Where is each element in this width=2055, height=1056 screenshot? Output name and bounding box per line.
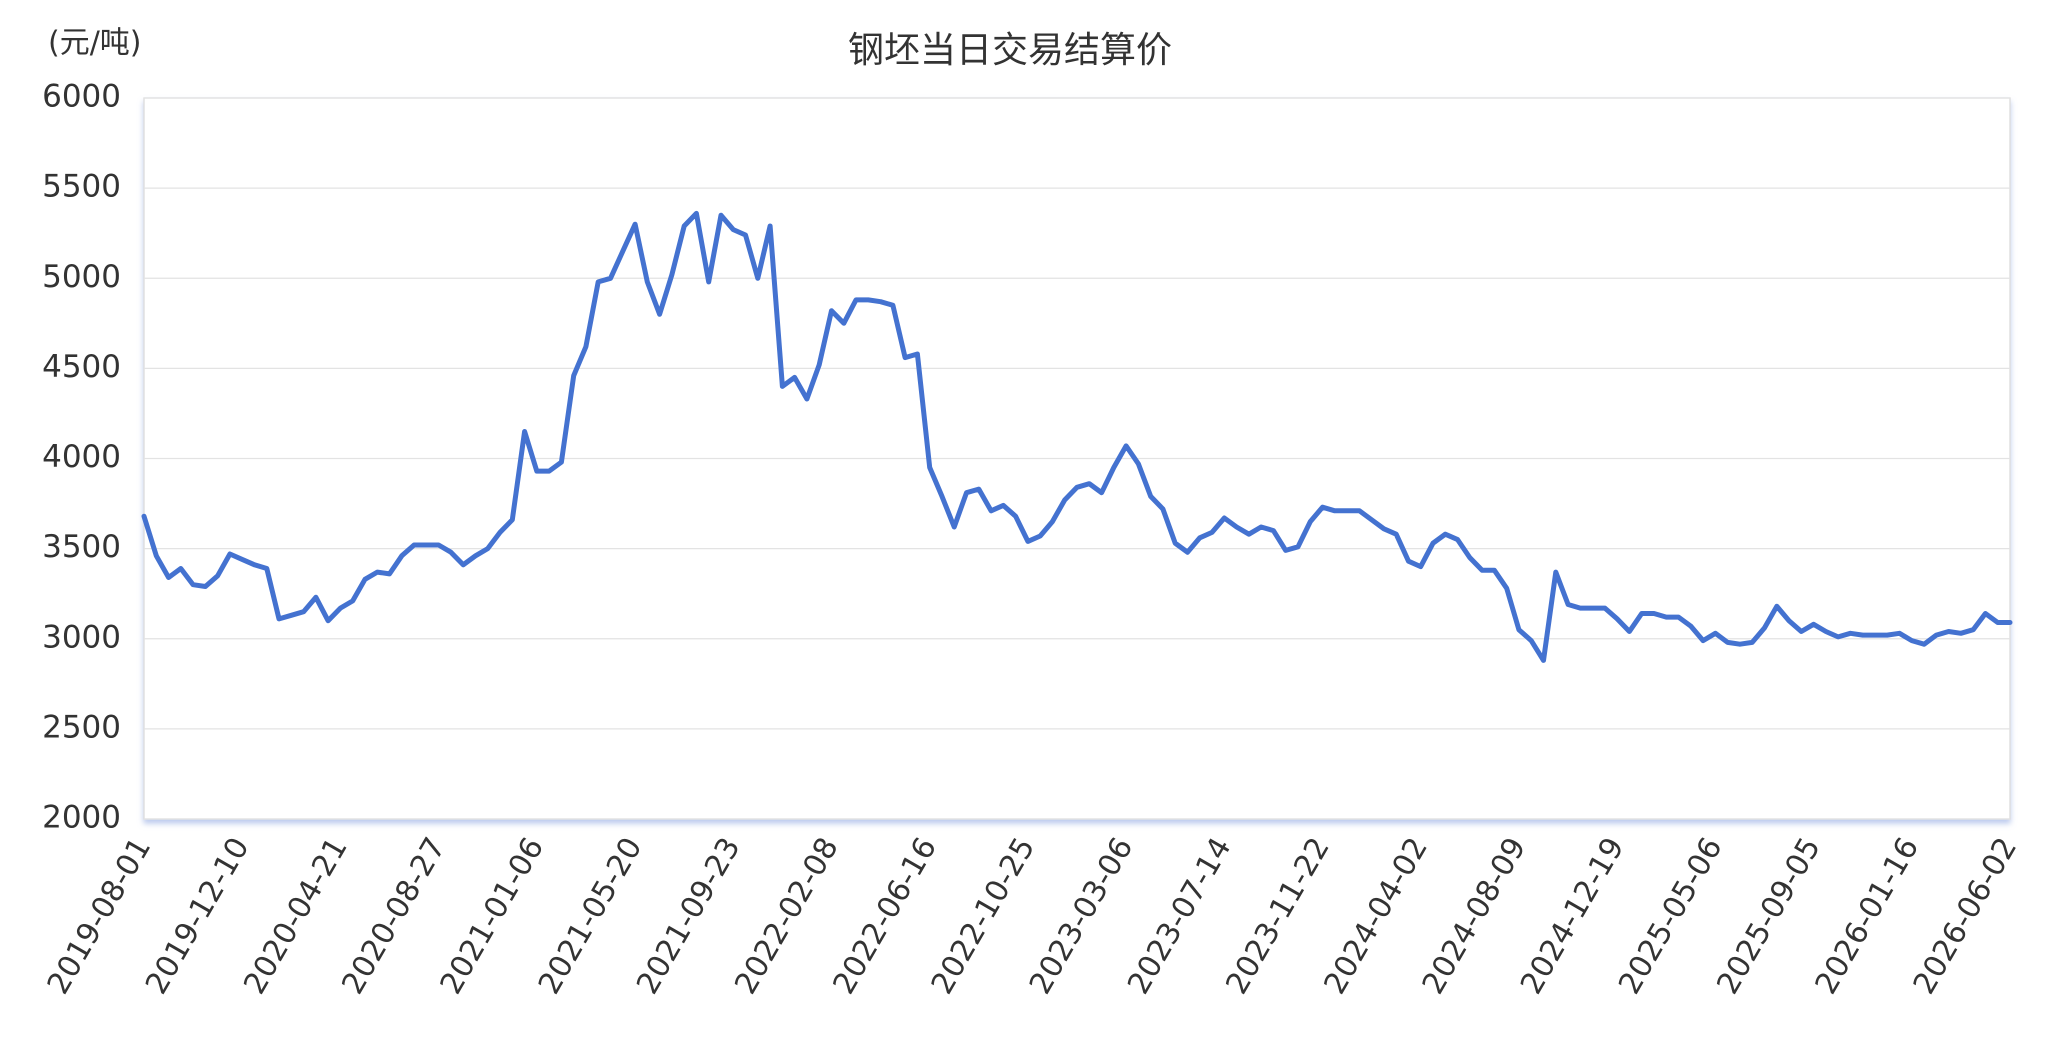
x-tick-label: 2019-08-01 (41, 832, 158, 1000)
y-tick-label: 3500 (42, 529, 121, 565)
x-tick-label: 2021-01-06 (434, 832, 551, 1000)
x-tick-label: 2023-11-22 (1219, 832, 1336, 1000)
x-tick-label: 2024-04-02 (1318, 832, 1435, 1000)
x-tick-label: 2021-09-23 (630, 832, 747, 1000)
y-tick-label: 4500 (42, 349, 121, 385)
x-tick-label: 2024-12-19 (1514, 832, 1631, 1000)
x-tick-label: 2026-06-02 (1907, 832, 2024, 1000)
y-tick-label: 2000 (42, 800, 121, 836)
x-tick-label: 2022-02-08 (728, 832, 845, 1000)
x-tick-label: 2019-12-10 (139, 832, 256, 1000)
y-axis-title: (元/吨) (48, 26, 142, 61)
y-tick-label: 6000 (42, 79, 121, 115)
y-tick-label: 5000 (42, 259, 121, 295)
x-tick-label: 2020-04-21 (237, 832, 354, 1000)
x-tick-label: 2022-06-16 (826, 832, 943, 1000)
line-series (141, 210, 2013, 663)
x-tick-label: 2026-01-16 (1809, 832, 1926, 1000)
x-tick-label: 2023-03-06 (1023, 832, 1140, 1000)
y-tick-label: 4000 (42, 439, 121, 475)
y-tick-label: 2500 (42, 709, 121, 745)
x-tick-label: 2025-05-06 (1612, 832, 1729, 1000)
chart-title: 钢坯当日交易结算价 (848, 30, 1172, 71)
x-tick-label: 2020-08-27 (335, 832, 452, 1000)
x-tick-label: 2021-05-20 (532, 832, 649, 1000)
x-tick-label: 2025-09-05 (1710, 832, 1827, 1000)
y-tick-label: 5500 (42, 169, 121, 205)
y-tick-label: 3000 (42, 619, 121, 655)
x-tick-label: 2023-07-14 (1121, 832, 1238, 1000)
x-tick-label: 2024-08-09 (1416, 832, 1533, 1000)
x-tick-label: 2022-10-25 (925, 832, 1042, 1000)
